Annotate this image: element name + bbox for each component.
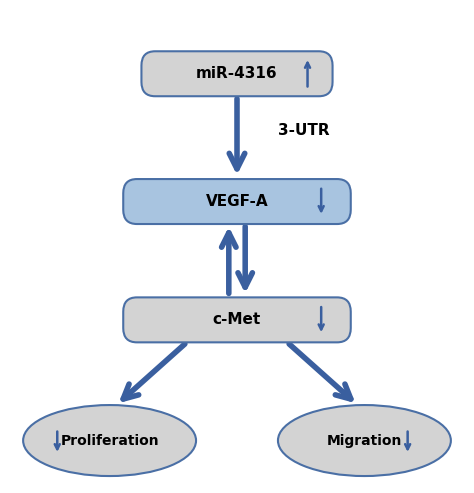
Ellipse shape (23, 405, 196, 476)
Text: 3-UTR: 3-UTR (278, 123, 329, 138)
Text: Migration: Migration (327, 433, 402, 448)
FancyBboxPatch shape (141, 51, 333, 96)
Text: c-Met: c-Met (213, 313, 261, 327)
FancyBboxPatch shape (123, 179, 351, 224)
Text: Proliferation: Proliferation (60, 433, 159, 448)
FancyBboxPatch shape (123, 297, 351, 342)
Ellipse shape (278, 405, 451, 476)
Text: VEGF-A: VEGF-A (206, 194, 268, 209)
Text: miR-4316: miR-4316 (196, 66, 278, 81)
